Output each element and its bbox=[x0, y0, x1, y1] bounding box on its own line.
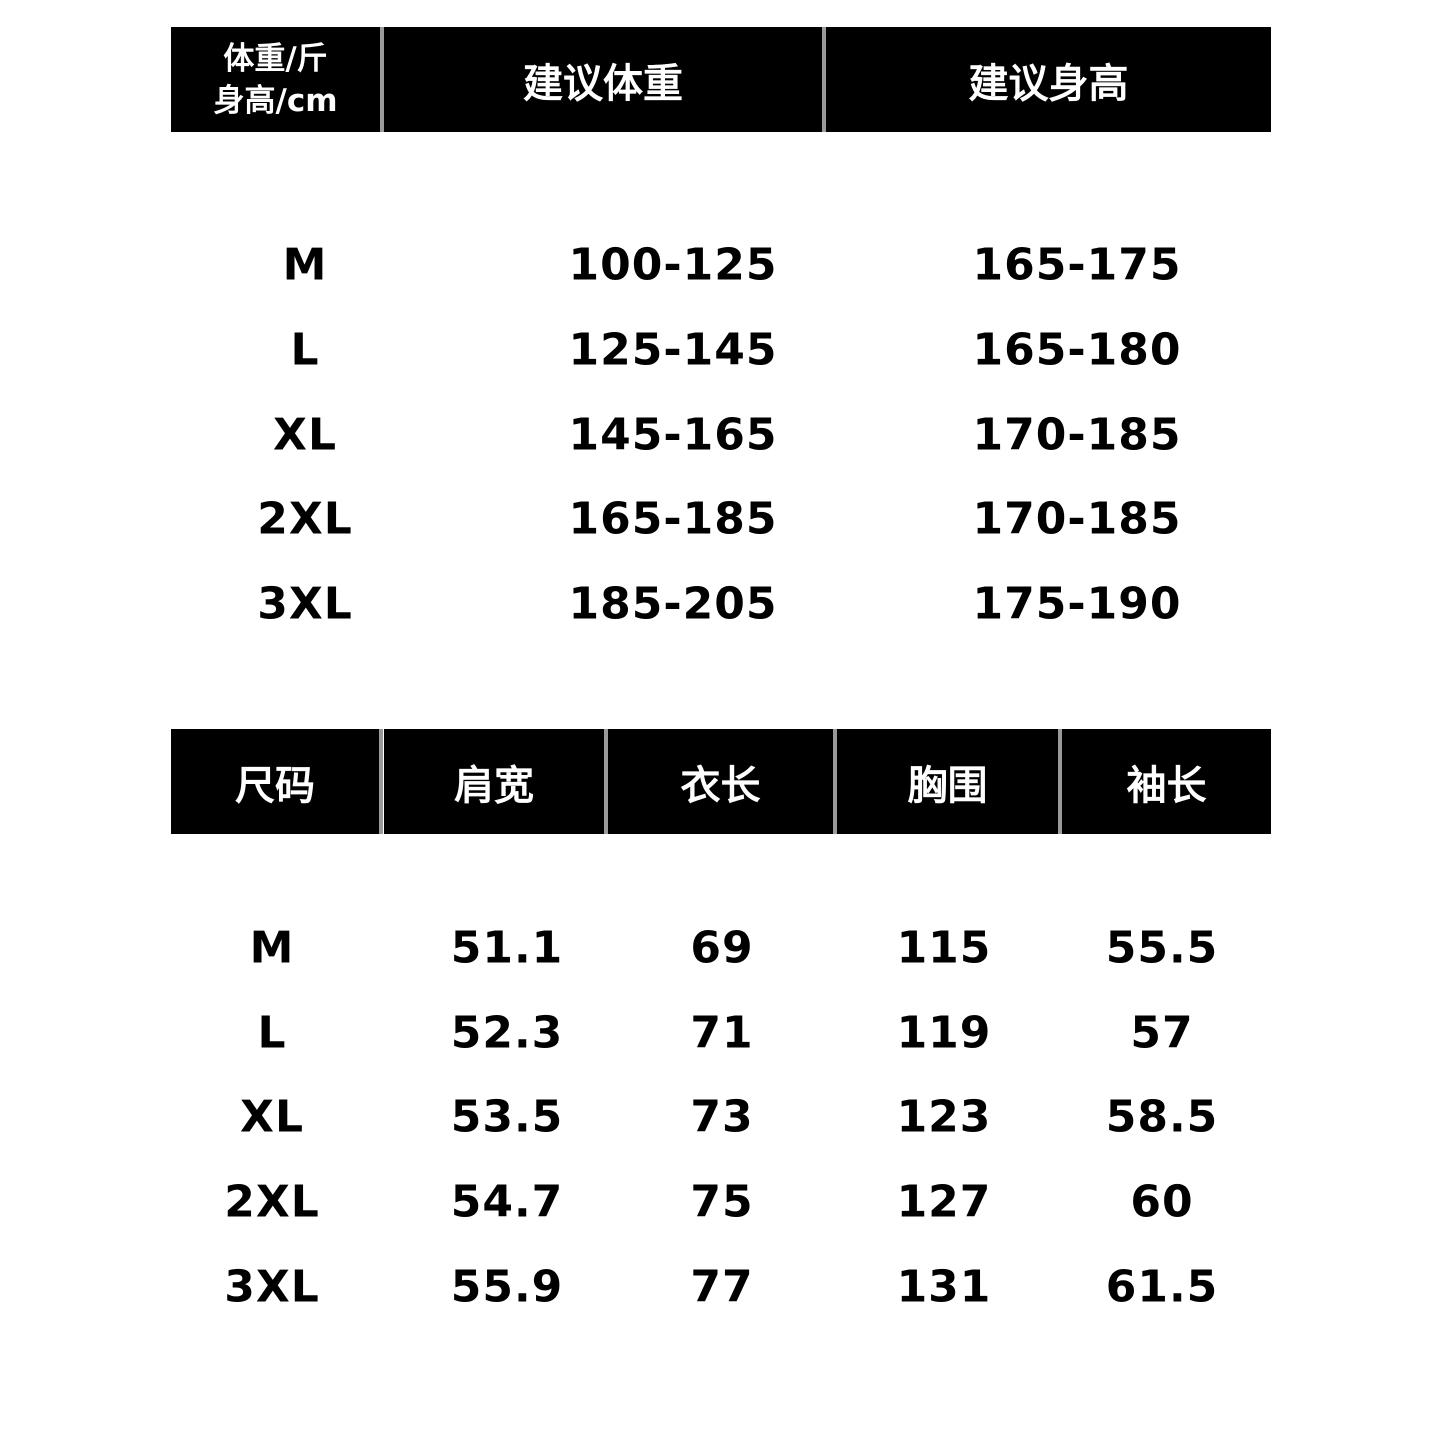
table2-cell-length: 71 bbox=[690, 1007, 754, 1059]
table2-cell-chest: 123 bbox=[896, 1091, 992, 1143]
header-weight-unit: 体重/斤 bbox=[223, 40, 328, 77]
table2-cell-sleeve: 61.5 bbox=[1105, 1261, 1219, 1313]
header-suggested-weight: 建议体重 bbox=[384, 27, 822, 132]
table1-cell-size: L bbox=[290, 324, 320, 376]
header-suggested-height: 建议身高 bbox=[826, 27, 1271, 132]
table2-cell-shoulder: 53.5 bbox=[450, 1091, 564, 1143]
table1-cell-weight: 145-165 bbox=[568, 409, 778, 461]
table1-cell-weight: 125-145 bbox=[568, 324, 778, 376]
table2-cell-shoulder: 55.9 bbox=[450, 1261, 564, 1313]
table1-cell-height: 170-185 bbox=[972, 409, 1182, 461]
header-height-unit: 身高/cm bbox=[213, 82, 338, 119]
table2-cell-sleeve: 55.5 bbox=[1105, 922, 1219, 974]
table2-cell-chest: 119 bbox=[896, 1007, 992, 1059]
table2-cell-length: 77 bbox=[690, 1261, 754, 1313]
header-length: 衣长 bbox=[608, 729, 833, 834]
table2-cell-length: 73 bbox=[690, 1091, 754, 1143]
divider bbox=[833, 729, 837, 834]
table1-cell-size: XL bbox=[273, 409, 337, 461]
divider bbox=[379, 729, 383, 834]
table1-cell-weight: 185-205 bbox=[568, 578, 778, 630]
table2-cell-chest: 131 bbox=[896, 1261, 992, 1313]
table2-cell-chest: 127 bbox=[896, 1176, 992, 1228]
table2-cell-shoulder: 54.7 bbox=[450, 1176, 564, 1228]
table2-cell-size: L bbox=[257, 1007, 287, 1059]
table1-cell-size: M bbox=[282, 239, 328, 291]
divider bbox=[380, 27, 384, 132]
table1-cell-size: 2XL bbox=[257, 493, 353, 545]
table1-cell-height: 170-185 bbox=[972, 493, 1182, 545]
header-corner: 体重/斤 身高/cm bbox=[171, 27, 380, 132]
table1-cell-size: 3XL bbox=[257, 578, 353, 630]
header-sleeve: 袖长 bbox=[1062, 729, 1271, 834]
table1-cell-height: 175-190 bbox=[972, 578, 1182, 630]
header-shoulder: 肩宽 bbox=[384, 729, 604, 834]
table1-cell-weight: 165-185 bbox=[568, 493, 778, 545]
table2-cell-length: 69 bbox=[690, 922, 754, 974]
table1-cell-weight: 100-125 bbox=[568, 239, 778, 291]
divider bbox=[604, 729, 608, 834]
header-chest: 胸围 bbox=[837, 729, 1058, 834]
table1-cell-height: 165-175 bbox=[972, 239, 1182, 291]
table2-cell-length: 75 bbox=[690, 1176, 754, 1228]
table2-cell-size: M bbox=[249, 922, 295, 974]
header-size: 尺码 bbox=[171, 729, 379, 834]
table2-cell-sleeve: 60 bbox=[1130, 1176, 1194, 1228]
table1-cell-height: 165-180 bbox=[972, 324, 1182, 376]
table2-cell-shoulder: 52.3 bbox=[450, 1007, 564, 1059]
table2-cell-chest: 115 bbox=[896, 922, 992, 974]
table2-cell-size: XL bbox=[240, 1091, 304, 1143]
table2-cell-shoulder: 51.1 bbox=[450, 922, 564, 974]
table2-cell-size: 2XL bbox=[224, 1176, 320, 1228]
divider bbox=[1058, 729, 1062, 834]
table2-cell-sleeve: 57 bbox=[1130, 1007, 1194, 1059]
table2-cell-size: 3XL bbox=[224, 1261, 320, 1313]
table2-cell-sleeve: 58.5 bbox=[1105, 1091, 1219, 1143]
divider bbox=[822, 27, 826, 132]
